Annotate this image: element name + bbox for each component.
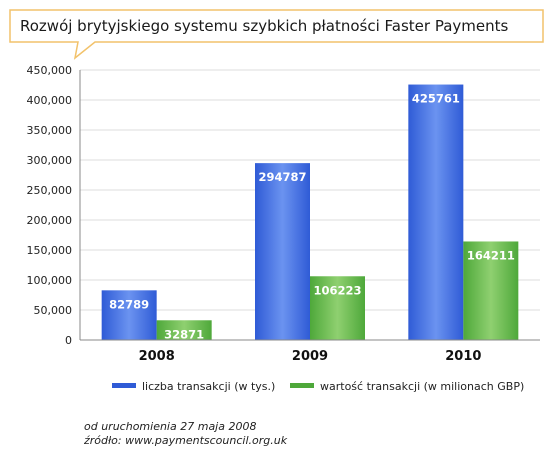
- x-axis-categories: 2008 2009 2010: [139, 349, 482, 364]
- data-label-series-2-2010: 164211: [467, 248, 515, 262]
- bar-series-2-2010: [463, 241, 519, 340]
- bar-series-1-2008: [101, 290, 157, 340]
- title-callout: [9, 9, 544, 60]
- footnote-launch: od uruchomienia 27 maja 2008: [84, 420, 256, 433]
- x-category-label: 2010: [445, 349, 481, 364]
- data-label-series-2-2009: 106223: [313, 283, 361, 297]
- y-tick-label: 400,000: [27, 94, 73, 107]
- bar-series-1-2010: [408, 84, 464, 341]
- x-category-label: 2008: [139, 349, 175, 364]
- legend-label-series-2: wartość transakcji (w milionach GBP): [320, 380, 524, 393]
- data-label-series-1-2008: 82789: [109, 297, 149, 311]
- legend-label-series-1: liczba transakcji (w tys.): [142, 380, 275, 393]
- legend-swatch-series-1: [112, 383, 136, 388]
- x-category-label: 2009: [292, 349, 328, 364]
- footnote-source: źródło: www.paymentscouncil.org.uk: [83, 434, 288, 447]
- bars: [101, 84, 519, 341]
- y-tick-label: 350,000: [27, 124, 73, 137]
- legend-swatch-series-2: [290, 383, 314, 388]
- legend: liczba transakcji (w tys.) wartość trans…: [112, 380, 524, 393]
- y-tick-label: 300,000: [27, 154, 73, 167]
- data-labels: 82789 32871 294787 106223 425761 164211: [109, 92, 515, 342]
- bar-series-2-2009: [310, 276, 365, 340]
- y-tick-label: 50,000: [34, 304, 73, 317]
- y-tick-label: 250,000: [27, 184, 73, 197]
- data-label-series-2-2008: 32871: [164, 327, 204, 341]
- y-tick-label: 150,000: [27, 244, 73, 257]
- y-axis-ticks: 0 50,000 100,000 150,000 200,000 250,000 300,0…: [27, 64, 73, 347]
- bar-series-2-2008: [156, 320, 212, 340]
- bar-series-1-2009: [255, 163, 310, 340]
- y-tick-label: 200,000: [27, 214, 73, 227]
- y-tick-label: 100,000: [27, 274, 73, 287]
- y-tick-label: 0: [65, 334, 72, 347]
- data-label-series-1-2010: 425761: [412, 92, 460, 106]
- chart-title: Rozwój brytyjskiego systemu szybkich pła…: [20, 17, 509, 35]
- data-label-series-1-2009: 294787: [258, 170, 306, 184]
- y-tick-label: 450,000: [27, 64, 73, 77]
